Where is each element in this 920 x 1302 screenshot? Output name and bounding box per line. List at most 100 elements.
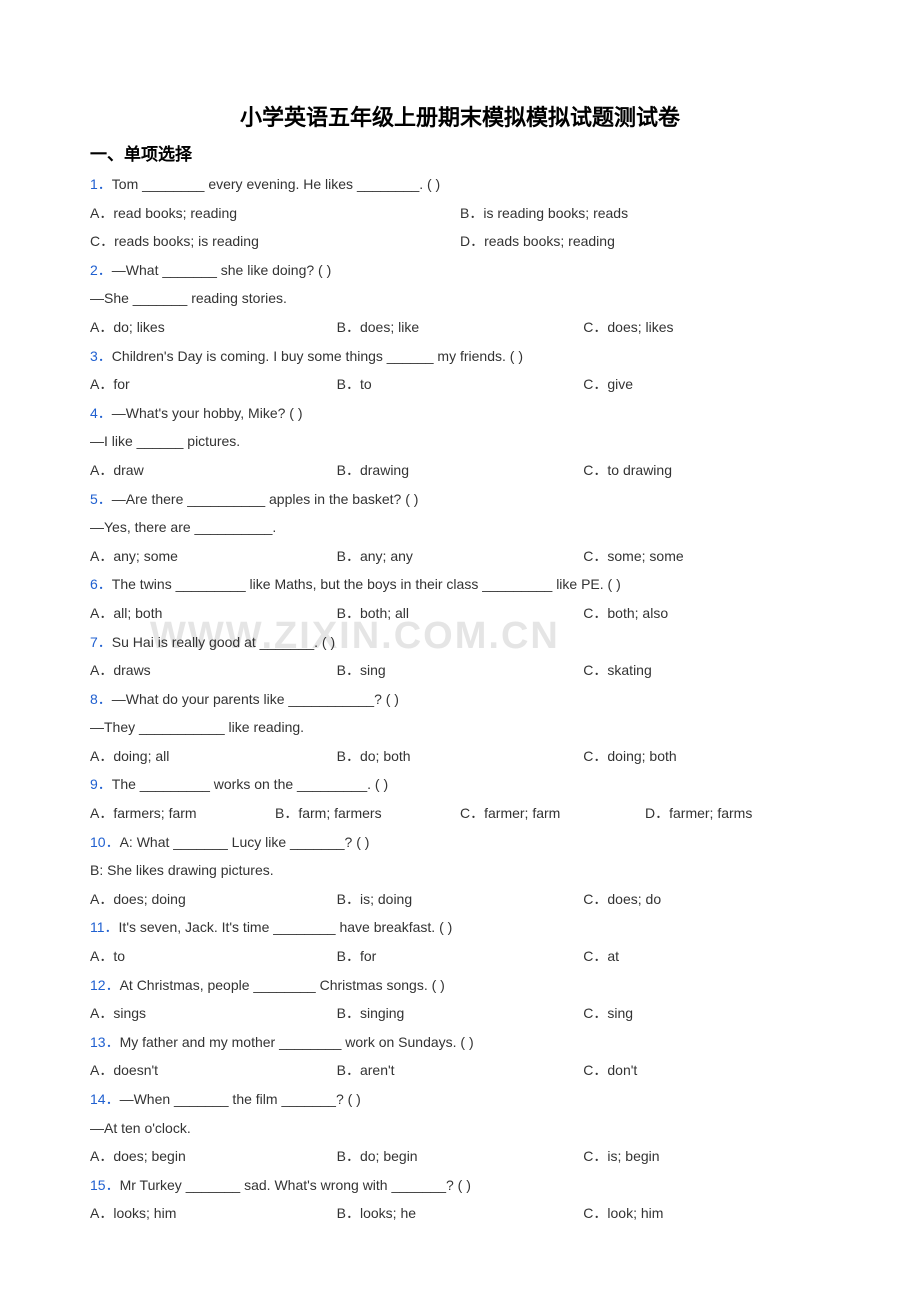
question-number: 15． bbox=[90, 1177, 120, 1193]
question-body: —What do your parents like ___________? … bbox=[112, 691, 399, 707]
option: C．at bbox=[583, 943, 830, 970]
question-number: 10． bbox=[90, 834, 120, 850]
option: C．doing; both bbox=[583, 743, 830, 770]
option: B．aren't bbox=[337, 1057, 584, 1084]
question-text: 15．Mr Turkey _______ sad. What's wrong w… bbox=[90, 1172, 830, 1199]
options-row: A．looks; himB．looks; heC．look; him bbox=[90, 1200, 830, 1227]
options-row: A．doesn'tB．aren'tC．don't bbox=[90, 1057, 830, 1084]
question-body: Mr Turkey _______ sad. What's wrong with… bbox=[120, 1177, 471, 1193]
options-row: A．forB．toC．give bbox=[90, 371, 830, 398]
option: A．looks; him bbox=[90, 1200, 337, 1227]
question-body: The _________ works on the _________. ( … bbox=[112, 776, 388, 792]
question-number: 9． bbox=[90, 776, 112, 792]
question-body: —What _______ she like doing? ( ) bbox=[112, 262, 331, 278]
question-number: 3． bbox=[90, 348, 112, 364]
option: B．do; begin bbox=[337, 1143, 584, 1170]
question-text: 14．—When _______ the film _______? ( ) bbox=[90, 1086, 830, 1113]
question-number: 13． bbox=[90, 1034, 120, 1050]
question-follow: B: She likes drawing pictures. bbox=[90, 857, 830, 884]
options-row: A．does; beginB．do; beginC．is; begin bbox=[90, 1143, 830, 1170]
option: C．both; also bbox=[583, 600, 830, 627]
option: B．looks; he bbox=[337, 1200, 584, 1227]
option: A．read books; reading bbox=[90, 200, 460, 227]
question-body: Tom ________ every evening. He likes ___… bbox=[112, 176, 440, 192]
question-number: 6． bbox=[90, 576, 112, 592]
option: B．do; both bbox=[337, 743, 584, 770]
question-number: 14． bbox=[90, 1091, 120, 1107]
question-text: 11．It's seven, Jack. It's time ________ … bbox=[90, 914, 830, 941]
options-row: A．read books; readingB．is reading books;… bbox=[90, 200, 830, 227]
question-body: —Are there __________ apples in the bask… bbox=[112, 491, 419, 507]
question-body: —What's your hobby, Mike? ( ) bbox=[112, 405, 303, 421]
option: B．farm; farmers bbox=[275, 800, 460, 827]
question-number: 7． bbox=[90, 634, 112, 650]
options-row: A．singsB．singingC．sing bbox=[90, 1000, 830, 1027]
option: C．is; begin bbox=[583, 1143, 830, 1170]
question-text: 12．At Christmas, people ________ Christm… bbox=[90, 972, 830, 999]
option: C．reads books; is reading bbox=[90, 228, 460, 255]
document-title: 小学英语五年级上册期末模拟模拟试题测试卷 bbox=[90, 100, 830, 132]
options-row: A．toB．forC．at bbox=[90, 943, 830, 970]
option: D．farmer; farms bbox=[645, 800, 830, 827]
option: A．does; doing bbox=[90, 886, 337, 913]
option: C．look; him bbox=[583, 1200, 830, 1227]
option: C．some; some bbox=[583, 543, 830, 570]
option: C．give bbox=[583, 371, 830, 398]
option: A．do; likes bbox=[90, 314, 337, 341]
question-text: 6．The twins _________ like Maths, but th… bbox=[90, 571, 830, 598]
section-header: 一、单项选择 bbox=[90, 140, 830, 165]
options-row: A．doing; allB．do; bothC．doing; both bbox=[90, 743, 830, 770]
question-body: At Christmas, people ________ Christmas … bbox=[120, 977, 445, 993]
option: C．farmer; farm bbox=[460, 800, 645, 827]
question-text: 7．Su Hai is really good at _______. ( ) bbox=[90, 629, 830, 656]
question-body: The twins _________ like Maths, but the … bbox=[112, 576, 621, 592]
option: A．farmers; farm bbox=[90, 800, 275, 827]
option: B．sing bbox=[337, 657, 584, 684]
options-row: C．reads books; is readingD．reads books; … bbox=[90, 228, 830, 255]
question-body: It's seven, Jack. It's time ________ hav… bbox=[119, 919, 453, 935]
question-number: 1． bbox=[90, 176, 112, 192]
question-number: 8． bbox=[90, 691, 112, 707]
question-number: 11． bbox=[90, 919, 119, 935]
question-body: Su Hai is really good at _______. ( ) bbox=[112, 634, 335, 650]
question-follow: —Yes, there are __________. bbox=[90, 514, 830, 541]
question-body: A: What _______ Lucy like _______? ( ) bbox=[120, 834, 370, 850]
option: A．doing; all bbox=[90, 743, 337, 770]
option: A．sings bbox=[90, 1000, 337, 1027]
option: A．for bbox=[90, 371, 337, 398]
question-follow: —They ___________ like reading. bbox=[90, 714, 830, 741]
options-row: A．does; doingB．is; doingC．does; do bbox=[90, 886, 830, 913]
option: A．draw bbox=[90, 457, 337, 484]
question-text: 1．Tom ________ every evening. He likes _… bbox=[90, 171, 830, 198]
option: B．to bbox=[337, 371, 584, 398]
question-text: 13．My father and my mother ________ work… bbox=[90, 1029, 830, 1056]
option: B．is reading books; reads bbox=[460, 200, 830, 227]
option: A．does; begin bbox=[90, 1143, 337, 1170]
option: C．does; do bbox=[583, 886, 830, 913]
question-number: 12． bbox=[90, 977, 120, 993]
option: A．any; some bbox=[90, 543, 337, 570]
question-follow: —She _______ reading stories. bbox=[90, 285, 830, 312]
question-number: 5． bbox=[90, 491, 112, 507]
options-row: A．drawsB．singC．skating bbox=[90, 657, 830, 684]
option: A．doesn't bbox=[90, 1057, 337, 1084]
options-row: A．do; likesB．does; likeC．does; likes bbox=[90, 314, 830, 341]
option: A．to bbox=[90, 943, 337, 970]
question-text: 8．—What do your parents like ___________… bbox=[90, 686, 830, 713]
option: C．skating bbox=[583, 657, 830, 684]
question-body: —When _______ the film _______? ( ) bbox=[120, 1091, 361, 1107]
document-content: 小学英语五年级上册期末模拟模拟试题测试卷 一、单项选择 1．Tom ______… bbox=[90, 100, 830, 1227]
question-text: 3．Children's Day is coming. I buy some t… bbox=[90, 343, 830, 370]
options-row: A．any; someB．any; anyC．some; some bbox=[90, 543, 830, 570]
question-follow: —At ten o'clock. bbox=[90, 1115, 830, 1142]
question-body: My father and my mother ________ work on… bbox=[120, 1034, 474, 1050]
options-row: A．farmers; farmB．farm; farmersC．farmer; … bbox=[90, 800, 830, 827]
option: B．for bbox=[337, 943, 584, 970]
option: D．reads books; reading bbox=[460, 228, 830, 255]
option: B．drawing bbox=[337, 457, 584, 484]
option: C．sing bbox=[583, 1000, 830, 1027]
question-text: 10．A: What _______ Lucy like _______? ( … bbox=[90, 829, 830, 856]
options-row: A．all; bothB．both; allC．both; also bbox=[90, 600, 830, 627]
option: B．is; doing bbox=[337, 886, 584, 913]
option: B．both; all bbox=[337, 600, 584, 627]
